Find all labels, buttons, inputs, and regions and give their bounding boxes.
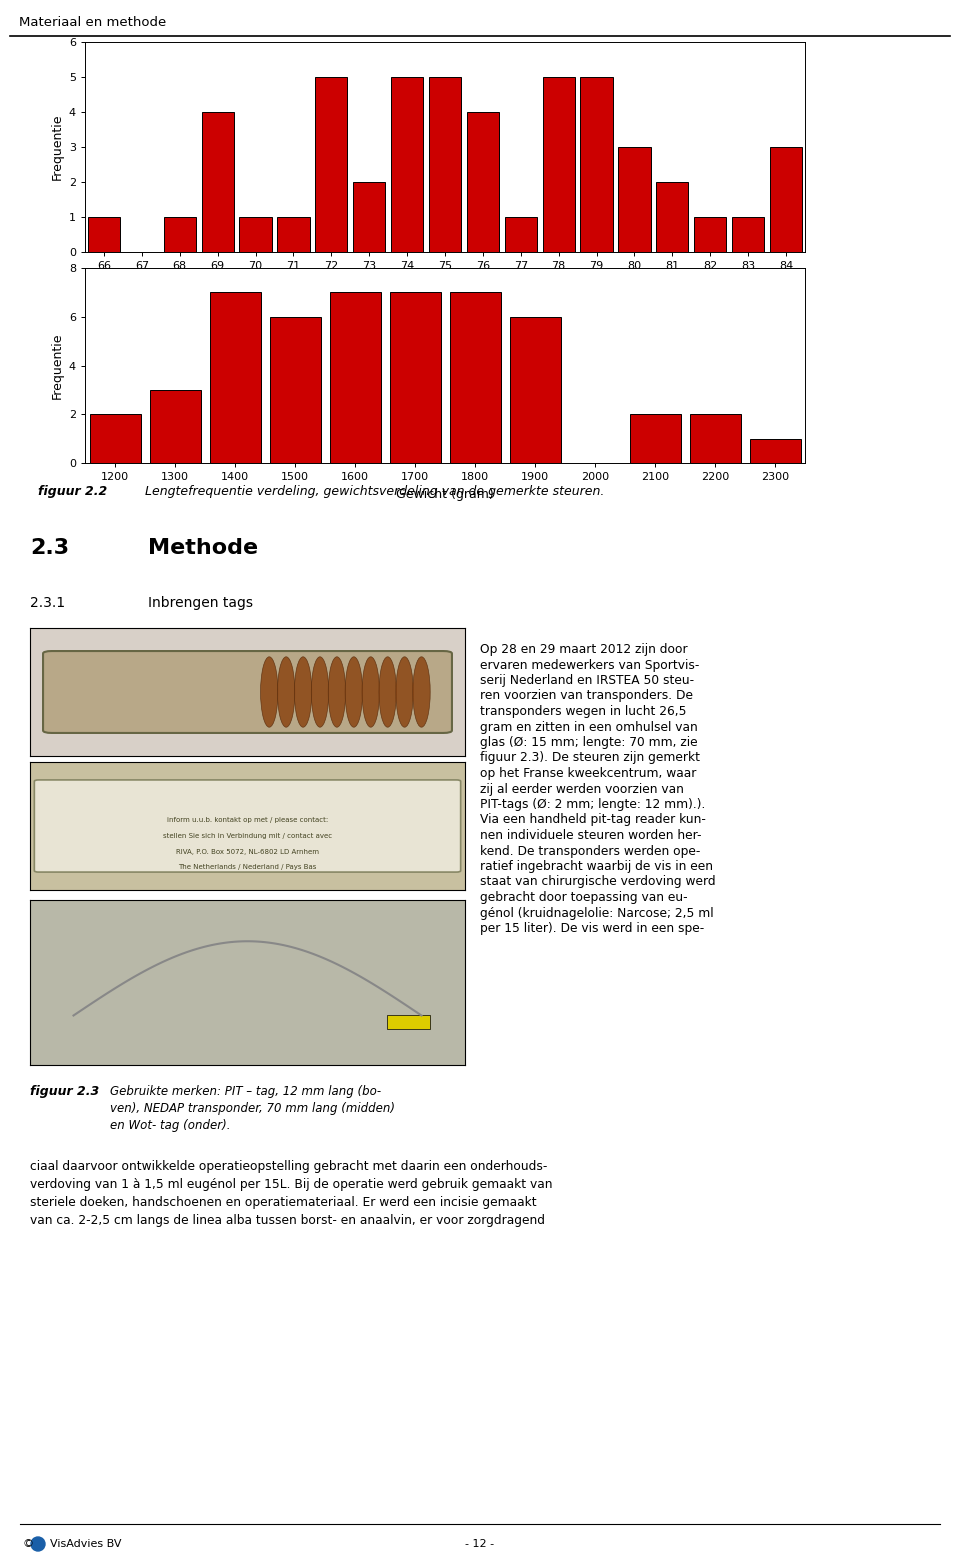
Bar: [750, 439, 801, 462]
Bar: [329, 292, 380, 462]
Bar: [505, 217, 537, 251]
Bar: [353, 183, 385, 251]
Text: transponders wegen in lucht 26,5: transponders wegen in lucht 26,5: [480, 704, 686, 719]
Bar: [239, 217, 272, 251]
Text: ciaal daarvoor ontwikkelde operatieopstelling gebracht met daarin een onderhouds: ciaal daarvoor ontwikkelde operatieopste…: [30, 1161, 547, 1173]
Text: inform u.u.b. kontakt op met / please contact:: inform u.u.b. kontakt op met / please co…: [167, 817, 328, 823]
Bar: [630, 414, 681, 462]
Bar: [270, 317, 321, 462]
Bar: [732, 217, 764, 251]
Bar: [315, 77, 348, 251]
Text: Op 28 en 29 maart 2012 zijn door: Op 28 en 29 maart 2012 zijn door: [480, 644, 687, 656]
Bar: [694, 217, 727, 251]
Text: verdoving van 1 à 1,5 ml eugénol per 15L. Bij de operatie werd gebruik gemaakt v: verdoving van 1 à 1,5 ml eugénol per 15L…: [30, 1178, 553, 1190]
Bar: [390, 292, 441, 462]
Bar: [657, 183, 688, 251]
Text: Via een handheld pit-tag reader kun-: Via een handheld pit-tag reader kun-: [480, 814, 706, 826]
Bar: [429, 77, 461, 251]
Ellipse shape: [379, 656, 396, 728]
Text: steriele doeken, handschoenen en operatiemateriaal. Er werd een incisie gemaakt: steriele doeken, handschoenen en operati…: [30, 1196, 537, 1209]
Text: - 12 -: - 12 -: [466, 1539, 494, 1550]
Text: stellen Sie sich in Verbindung mit / contact avec: stellen Sie sich in Verbindung mit / con…: [163, 833, 332, 839]
X-axis label: Gewicht (gram): Gewicht (gram): [396, 487, 493, 500]
Text: VisAdvies BV: VisAdvies BV: [50, 1539, 122, 1550]
Text: figuur 2.3: figuur 2.3: [30, 1086, 99, 1098]
Text: ratief ingebracht waarbij de vis in een: ratief ingebracht waarbij de vis in een: [480, 861, 713, 873]
Text: figuur 2.2: figuur 2.2: [38, 486, 108, 498]
Text: glas (Ø: 15 mm; lengte: 70 mm, zie: glas (Ø: 15 mm; lengte: 70 mm, zie: [480, 736, 698, 750]
Bar: [89, 414, 140, 462]
Y-axis label: Frequentie: Frequentie: [50, 333, 63, 398]
Text: Gebruikte merken: PIT – tag, 12 mm lang (bo-: Gebruikte merken: PIT – tag, 12 mm lang …: [110, 1086, 381, 1098]
Text: ©: ©: [22, 1539, 33, 1550]
Text: ervaren medewerkers van Sportvis-: ervaren medewerkers van Sportvis-: [480, 659, 700, 672]
Text: op het Franse kweekcentrum, waar: op het Franse kweekcentrum, waar: [480, 767, 696, 779]
Text: staat van chirurgische verdoving werd: staat van chirurgische verdoving werd: [480, 875, 715, 889]
FancyBboxPatch shape: [43, 651, 452, 733]
Bar: [202, 112, 233, 251]
Circle shape: [31, 1537, 45, 1551]
Text: figuur 2.3). De steuren zijn gemerkt: figuur 2.3). De steuren zijn gemerkt: [480, 751, 700, 764]
Text: ven), NEDAP transponder, 70 mm lang (midden): ven), NEDAP transponder, 70 mm lang (mid…: [110, 1103, 395, 1115]
Text: en Wot- tag (onder).: en Wot- tag (onder).: [110, 1118, 230, 1132]
Y-axis label: Frequentie: Frequentie: [50, 114, 63, 180]
Text: ren voorzien van transponders. De: ren voorzien van transponders. De: [480, 689, 693, 703]
Bar: [770, 147, 803, 251]
Text: 2.3: 2.3: [30, 537, 69, 558]
FancyBboxPatch shape: [35, 779, 461, 872]
Text: van ca. 2-2,5 cm langs de linea alba tussen borst- en anaalvin, er voor zorgdrag: van ca. 2-2,5 cm langs de linea alba tus…: [30, 1214, 545, 1228]
Text: nen individuele steuren worden her-: nen individuele steuren worden her-: [480, 829, 702, 842]
Bar: [277, 217, 309, 251]
Text: gebracht door toepassing van eu-: gebracht door toepassing van eu-: [480, 890, 687, 904]
Bar: [689, 414, 740, 462]
Bar: [510, 317, 561, 462]
Text: Materiaal en methode: Materiaal en methode: [19, 16, 166, 28]
Text: RIVA, P.O. Box 5072, NL-6802 LD Arnhem: RIVA, P.O. Box 5072, NL-6802 LD Arnhem: [176, 848, 319, 854]
Text: kend. De transponders werden ope-: kend. De transponders werden ope-: [480, 845, 701, 858]
Text: The Netherlands / Nederland / Pays Bas: The Netherlands / Nederland / Pays Bas: [179, 864, 317, 870]
Text: Inbrengen tags: Inbrengen tags: [148, 597, 253, 611]
Ellipse shape: [277, 656, 295, 728]
Bar: [88, 217, 120, 251]
Ellipse shape: [260, 656, 278, 728]
Text: gram en zitten in een omhulsel van: gram en zitten in een omhulsel van: [480, 720, 698, 734]
Ellipse shape: [328, 656, 346, 728]
Bar: [542, 77, 575, 251]
Ellipse shape: [295, 656, 312, 728]
Bar: [467, 112, 499, 251]
Text: Methode: Methode: [148, 537, 258, 558]
Bar: [618, 147, 651, 251]
Bar: [449, 292, 500, 462]
Ellipse shape: [311, 656, 328, 728]
Text: zij al eerder werden voorzien van: zij al eerder werden voorzien van: [480, 783, 684, 795]
Text: PIT-tags (Ø: 2 mm; lengte: 12 mm).).: PIT-tags (Ø: 2 mm; lengte: 12 mm).).: [480, 798, 706, 811]
Text: per 15 liter). De vis werd in een spe-: per 15 liter). De vis werd in een spe-: [480, 922, 705, 936]
Bar: [391, 77, 423, 251]
Bar: [163, 217, 196, 251]
Ellipse shape: [346, 656, 363, 728]
Text: serij Nederland en IRSTEA 50 steu-: serij Nederland en IRSTEA 50 steu-: [480, 673, 694, 687]
Ellipse shape: [396, 656, 414, 728]
Ellipse shape: [362, 656, 379, 728]
Ellipse shape: [413, 656, 430, 728]
Bar: [209, 292, 260, 462]
Bar: [387, 1015, 430, 1029]
Bar: [581, 77, 612, 251]
Text: 2.3.1: 2.3.1: [30, 597, 65, 611]
Text: génol (kruidnagelolie: Narcose; 2,5 ml: génol (kruidnagelolie: Narcose; 2,5 ml: [480, 906, 713, 920]
Text: Lengtefrequentie verdeling, gewichtsverdeling van de gemerkte steuren.: Lengtefrequentie verdeling, gewichtsverd…: [145, 486, 605, 498]
X-axis label: Lengte (cm): Lengte (cm): [407, 276, 483, 289]
Bar: [150, 390, 201, 462]
